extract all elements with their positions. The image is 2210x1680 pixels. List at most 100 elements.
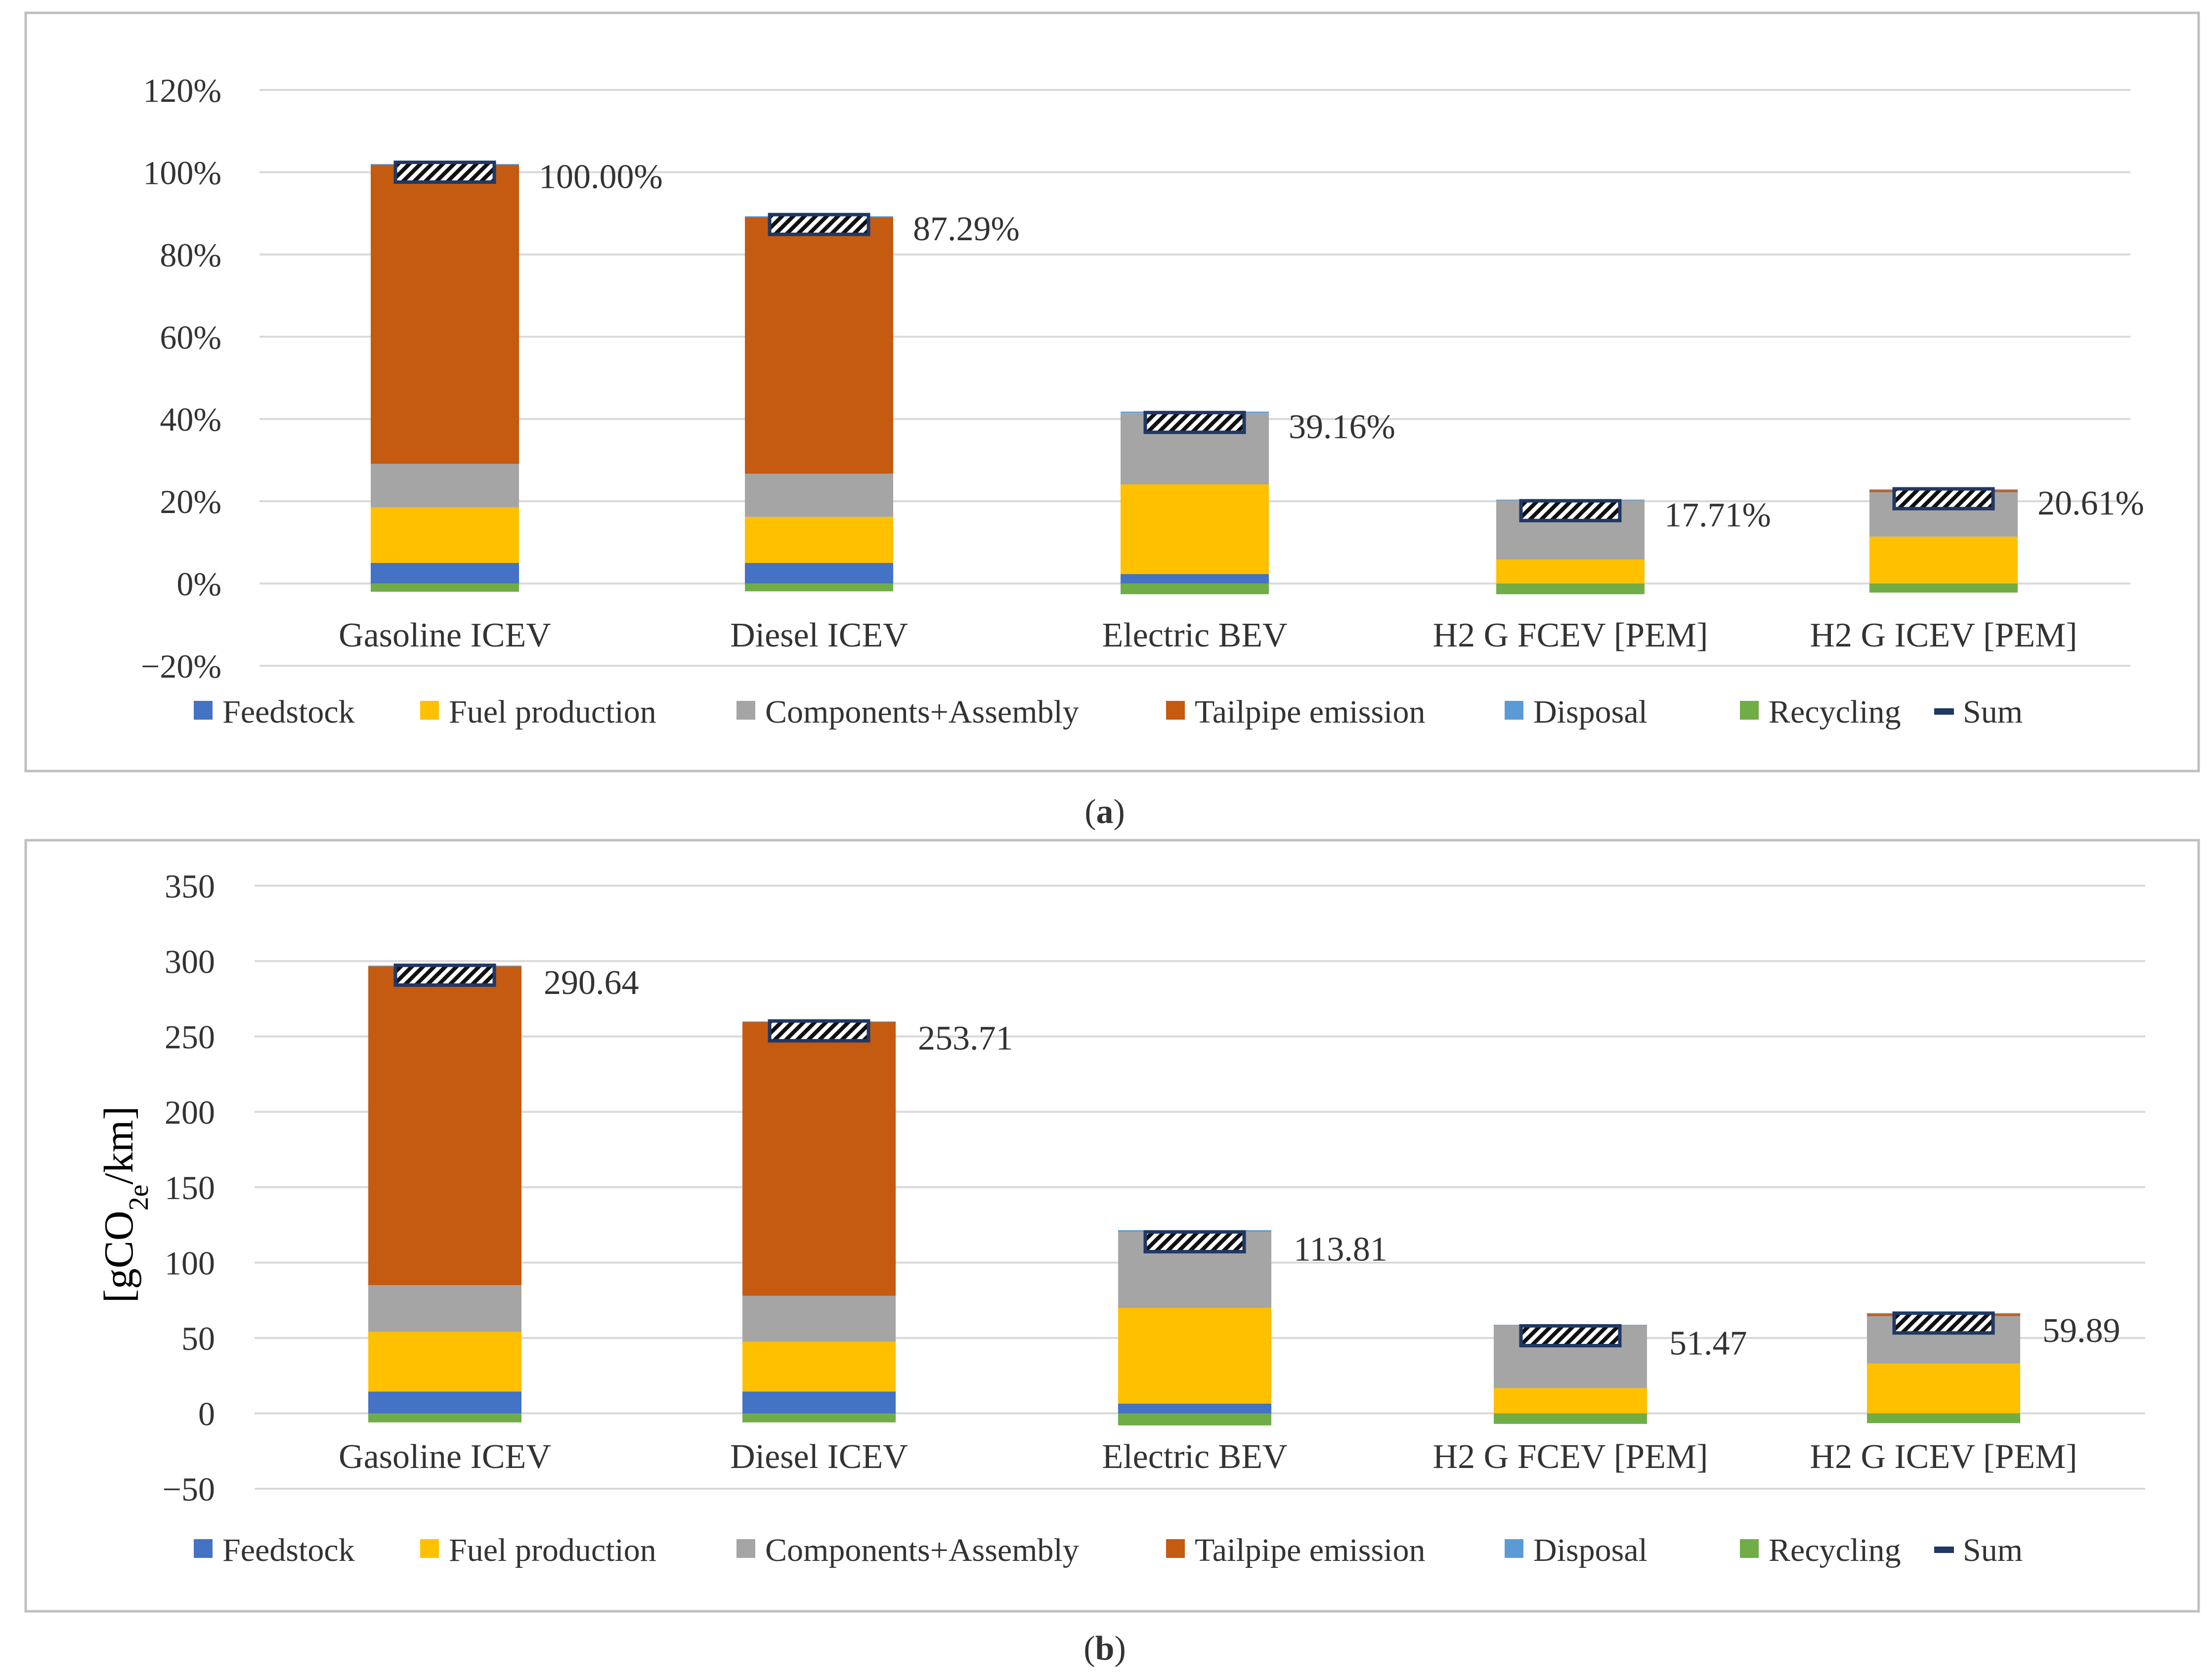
bar-segment-recycling — [1869, 583, 2018, 593]
bar-segment-tailpipe_emission — [742, 1022, 896, 1296]
bar-segment-recycling — [368, 1413, 521, 1422]
bar-segment-components_assembly — [368, 1285, 521, 1332]
caption-b-letter: b — [1095, 1630, 1115, 1668]
y-axis-label: [gCO2e/km] — [96, 1106, 154, 1303]
legend-label-recycling: Recycling — [1769, 1532, 1901, 1568]
y-tick-label: 50 — [181, 1320, 215, 1357]
x-category-label: Electric BEV — [1102, 1438, 1287, 1476]
caption-a-letter: a — [1096, 793, 1114, 831]
sum-marker — [1519, 1324, 1622, 1348]
y-tick-label: 250 — [165, 1018, 215, 1056]
bar-segment-feedstock — [371, 562, 519, 584]
legend-swatch-disposal — [1505, 1539, 1523, 1558]
sum-marker — [1143, 1230, 1246, 1253]
y-tick-label: −50 — [163, 1470, 215, 1508]
x-category-label: H2 G FCEV [PEM] — [1433, 616, 1708, 654]
bar-segment-recycling — [371, 583, 519, 592]
legend: Feedstock Fuel production Components+Assem… — [194, 1532, 2023, 1568]
bar-segment-feedstock — [368, 1391, 521, 1414]
sum-marker — [768, 213, 870, 236]
y-tick-label: 20% — [160, 483, 221, 520]
y-tick-label: 0% — [176, 565, 221, 603]
x-category-label: H2 G ICEV [PEM] — [1810, 616, 2077, 654]
bar-segment-recycling — [1496, 583, 1645, 595]
y-tick-label: 100 — [165, 1245, 215, 1282]
legend-label-feedstock: Feedstock — [222, 694, 355, 730]
bar-segment-fuel_production — [1867, 1363, 2020, 1414]
chart-panel-a: −20% 0% 20% 40% 60% 80% 100% 120% 100.00% Gasolin… — [24, 11, 2200, 773]
y-tick-label: 300 — [165, 943, 215, 981]
sum-data-label: 39.16% — [1289, 408, 1395, 446]
bar-segment-tailpipe_emission — [371, 165, 519, 464]
legend-swatch-fuel_production — [420, 701, 439, 720]
legend-label-components_assembly: Components+Assembly — [765, 694, 1079, 730]
sum-data-label: 113.81 — [1294, 1230, 1387, 1268]
sum-marker — [1143, 411, 1246, 434]
x-category-label: Gasoline ICEV — [339, 1438, 551, 1476]
y-tick-label: 150 — [165, 1169, 215, 1206]
legend-swatch-tailpipe_emission — [1166, 1539, 1185, 1558]
sum-data-label: 87.29% — [913, 210, 1020, 248]
bar-segment-fuel_production — [371, 507, 519, 563]
y-axis-label-sub: 2e — [124, 1185, 154, 1211]
sum-data-label: 290.64 — [544, 964, 639, 1002]
caption-a: (a) — [1084, 793, 1125, 831]
legend-swatch-tailpipe_emission — [1166, 701, 1185, 720]
bar-segment-feedstock — [1121, 574, 1269, 584]
sum-data-label: 253.71 — [918, 1020, 1013, 1058]
y-tick-label: 120% — [143, 72, 221, 109]
sum-data-label: 17.71% — [1664, 496, 1771, 534]
bar-segment-fuel_production — [368, 1332, 521, 1392]
bar-segment-recycling — [745, 583, 893, 592]
y-tick-label: 60% — [160, 318, 221, 356]
bar-segment-fuel_production — [745, 517, 893, 563]
legend-swatch-feedstock — [194, 1539, 213, 1558]
bar-segment-recycling — [1118, 1413, 1271, 1425]
bar-segment-recycling — [1121, 583, 1269, 595]
legend-swatch-feedstock — [194, 701, 213, 720]
y-tick-label: 0 — [198, 1395, 215, 1433]
bar-segment-fuel_production — [1118, 1308, 1271, 1404]
legend-label-fuel_production: Fuel production — [449, 694, 656, 730]
chart-frame — [24, 839, 2200, 1613]
legend-swatch-components_assembly — [737, 701, 755, 720]
x-category-label: H2 G ICEV [PEM] — [1810, 1438, 2077, 1476]
y-tick-label: −20% — [141, 647, 221, 685]
legend-label-feedstock: Feedstock — [222, 1532, 355, 1568]
y-tick-label: 40% — [160, 401, 221, 438]
y-axis-label-tail: /km] — [96, 1106, 142, 1185]
legend-label-tailpipe_emission: Tailpipe emission — [1195, 1532, 1425, 1568]
legend-label-sum: Sum — [1963, 694, 2023, 730]
sum-data-label: 51.47 — [1669, 1325, 1747, 1363]
sum-marker — [1892, 487, 1995, 511]
bar-segment-feedstock — [742, 1391, 896, 1414]
y-axis-label-main: [gCO — [96, 1210, 142, 1303]
bar-segment-components_assembly — [371, 464, 519, 508]
caption-b: (b) — [1083, 1630, 1126, 1668]
legend-swatch-components_assembly — [737, 1539, 755, 1558]
y-tick-label: 350 — [165, 867, 215, 905]
bar-segment-recycling — [742, 1413, 896, 1422]
bar-segment-components_assembly — [745, 474, 893, 517]
sum-marker — [1892, 1311, 1995, 1335]
y-tick-label: 100% — [143, 154, 221, 191]
x-category-label: H2 G FCEV [PEM] — [1433, 1438, 1708, 1476]
bar-segment-recycling — [1494, 1413, 1647, 1424]
x-category-label: Electric BEV — [1102, 616, 1287, 654]
x-category-label: Gasoline ICEV — [339, 616, 551, 654]
bar-segment-components_assembly — [742, 1295, 896, 1342]
sum-data-label: 20.61% — [2037, 484, 2144, 522]
sum-marker — [393, 963, 496, 987]
sum-data-label: 59.89 — [2042, 1312, 2121, 1350]
bar-segment-feedstock — [745, 562, 893, 584]
bar-segment-fuel_production — [1496, 560, 1645, 584]
sum-data-label: 100.00% — [539, 158, 663, 196]
bar-segment-fuel_production — [1494, 1388, 1647, 1414]
legend: Feedstock Fuel production Components+Assem… — [194, 694, 2023, 730]
bar-segment-fuel_production — [742, 1341, 896, 1392]
x-category-label: Diesel ICEV — [730, 616, 908, 654]
legend-label-fuel_production: Fuel production — [449, 1532, 656, 1568]
legend-label-sum: Sum — [1963, 1532, 2023, 1568]
bar-segment-tailpipe_emission — [368, 966, 521, 1286]
chart-panel-b: −50 0 50 100 150 200 250 300 350 290.64 Gasoline I… — [24, 839, 2200, 1613]
